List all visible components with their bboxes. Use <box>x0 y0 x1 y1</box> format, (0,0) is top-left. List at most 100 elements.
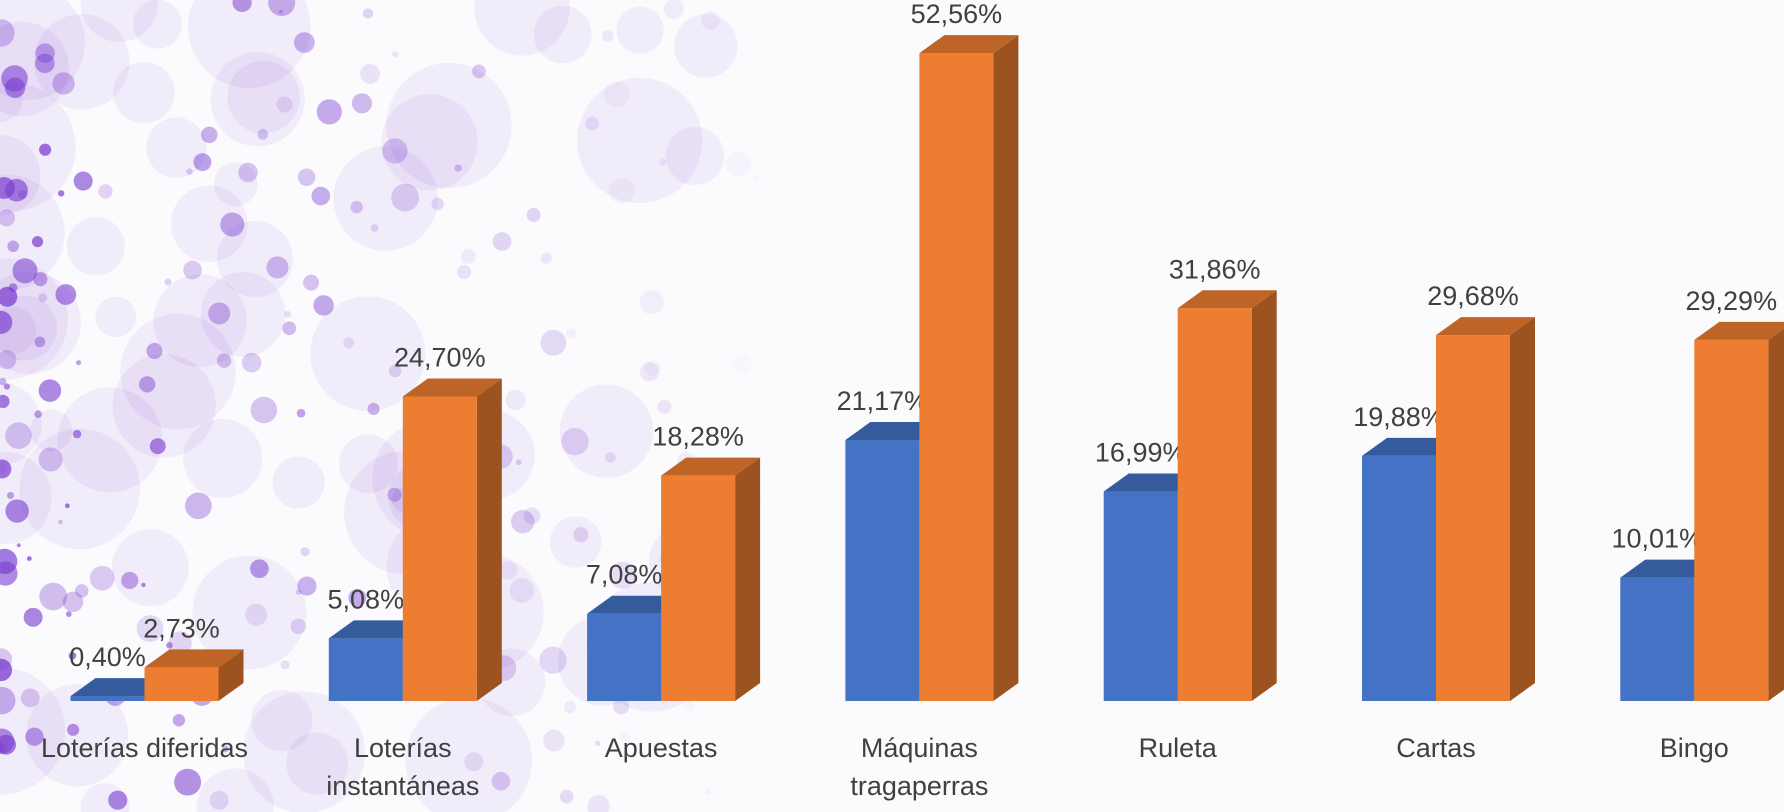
bubble <box>250 559 269 579</box>
bubble <box>620 731 631 743</box>
bubble <box>392 51 399 58</box>
bubble <box>149 438 166 455</box>
bar <box>661 475 736 701</box>
bubble <box>705 788 712 795</box>
bubble <box>752 175 759 182</box>
bubble <box>146 117 207 178</box>
bubble <box>0 209 16 227</box>
bubble <box>74 584 89 598</box>
bubble <box>65 611 72 617</box>
bubble <box>209 790 229 810</box>
bar <box>144 667 219 701</box>
bubble <box>0 310 13 334</box>
bubble <box>192 555 307 670</box>
bubble <box>0 377 7 386</box>
bubble <box>543 729 565 752</box>
data-label: 7,08% <box>586 560 663 590</box>
bubble <box>0 548 18 575</box>
bubble <box>213 162 258 207</box>
bar-side <box>1768 328 1784 701</box>
data-label: 29,68% <box>1427 281 1519 311</box>
bubble <box>559 789 574 804</box>
data-label: 5,08% <box>328 584 405 614</box>
bar-side <box>735 457 761 701</box>
data-label: 24,70% <box>394 343 486 373</box>
bubble <box>220 212 245 237</box>
bar <box>328 638 403 701</box>
bubble <box>268 0 296 17</box>
bubble <box>33 272 48 287</box>
bubble <box>0 734 17 755</box>
bubble <box>75 360 82 366</box>
background-decoration <box>0 0 759 812</box>
bubble <box>19 428 140 550</box>
bubble <box>663 0 684 20</box>
bubble <box>290 618 307 635</box>
bubble <box>6 491 15 500</box>
bubble <box>505 389 526 410</box>
bubble <box>639 290 664 315</box>
data-label: 31,86% <box>1169 254 1261 284</box>
bubble <box>573 527 589 543</box>
bubble <box>52 72 75 95</box>
bubble <box>316 99 342 125</box>
bar <box>587 613 662 701</box>
bubble <box>360 64 380 84</box>
bubble <box>62 591 84 613</box>
bubble <box>193 153 212 172</box>
bubble <box>183 418 263 499</box>
bubble <box>362 8 374 19</box>
bar-side <box>1251 290 1277 701</box>
bubble <box>540 329 567 356</box>
bubble <box>391 183 420 212</box>
bubble <box>5 499 29 523</box>
bubble <box>0 394 10 409</box>
bubble <box>257 129 269 140</box>
bubble <box>464 752 484 772</box>
bubble <box>31 236 44 248</box>
bubble <box>333 146 438 251</box>
bubble <box>16 543 21 548</box>
bar-top <box>1436 317 1535 336</box>
bubble <box>0 459 12 479</box>
bubble <box>168 631 192 655</box>
bubble <box>30 409 73 452</box>
bubble <box>387 487 402 502</box>
bubble <box>472 64 486 79</box>
bubble <box>20 688 40 708</box>
bubble <box>276 96 293 113</box>
bar <box>1177 308 1252 701</box>
bubble <box>498 561 518 580</box>
bubble <box>303 274 320 291</box>
bubble <box>351 93 373 114</box>
bar <box>919 53 994 701</box>
bubble <box>616 6 664 54</box>
bubble <box>0 686 16 715</box>
bubble <box>313 295 334 316</box>
bubble <box>608 561 636 589</box>
bar-top <box>144 649 244 668</box>
bubble <box>112 354 216 458</box>
bubble <box>250 396 278 424</box>
bubble <box>38 447 63 472</box>
bubble <box>266 256 289 279</box>
bubble <box>491 771 511 791</box>
bubble <box>200 271 286 357</box>
bubble <box>183 260 202 280</box>
bubble <box>0 464 8 474</box>
bubble <box>80 0 158 42</box>
bubble <box>348 588 367 607</box>
bubble <box>388 364 402 378</box>
bubble <box>39 143 52 156</box>
bubble <box>0 667 66 795</box>
bubble <box>58 519 63 525</box>
bubble <box>98 184 113 199</box>
bubble <box>34 13 130 110</box>
bubble <box>186 168 193 175</box>
bubble <box>431 197 444 211</box>
bar-side <box>218 649 244 701</box>
bubble <box>381 94 478 191</box>
bubble <box>57 387 163 493</box>
bar-side <box>1510 317 1535 701</box>
